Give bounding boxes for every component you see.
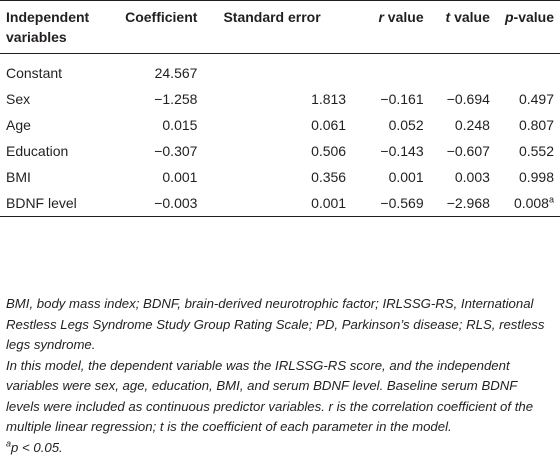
table-row: BDNF level −0.003 0.001 −0.569 −2.968 0.…	[0, 190, 560, 217]
cell-coefficient: 0.015	[117, 112, 197, 138]
table-footnotes: BMI, body mass index; BDNF, brain-derive…	[0, 292, 560, 458]
cell-standard-error	[197, 60, 346, 86]
table-row: BMI 0.001 0.356 0.001 0.003 0.998	[0, 164, 560, 190]
cell-p-value: 0.552	[490, 138, 560, 164]
header-var-line2: variables	[6, 29, 67, 45]
cell-standard-error: 0.506	[197, 138, 346, 164]
cell-standard-error: 0.356	[197, 164, 346, 190]
cell-variable: BMI	[0, 164, 117, 190]
cell-p-number: 0.552	[519, 143, 554, 159]
cell-r-value: −0.569	[346, 190, 424, 217]
cell-variable: Constant	[0, 60, 117, 86]
cell-p-value	[490, 60, 560, 86]
header-t-suffix: value	[450, 9, 490, 25]
footnote-sig-text: p < 0.05.	[11, 440, 63, 455]
header-independent-variables: Independent variables	[0, 1, 117, 54]
cell-standard-error: 1.813	[197, 86, 346, 112]
table-row: Sex −1.258 1.813 −0.161 −0.694 0.497	[0, 86, 560, 112]
cell-p-superscript: a	[549, 194, 554, 204]
cell-variable: BDNF level	[0, 190, 117, 217]
cell-coefficient: 24.567	[117, 60, 197, 86]
table-header: Independent variables Coefficient Standa…	[0, 1, 560, 54]
header-coefficient: Coefficient	[117, 1, 197, 54]
cell-standard-error: 0.061	[197, 112, 346, 138]
cell-p-number: 0.497	[519, 91, 554, 107]
cell-standard-error: 0.001	[197, 190, 346, 217]
cell-p-value: 0.497	[490, 86, 560, 112]
cell-r-value: 0.052	[346, 112, 424, 138]
cell-t-value: 0.003	[424, 164, 490, 190]
header-p-letter: p	[505, 9, 514, 25]
cell-p-number: 0.807	[519, 117, 554, 133]
table-row: Age 0.015 0.061 0.052 0.248 0.807	[0, 112, 560, 138]
header-var-line1: Independent	[6, 9, 89, 25]
footnote-significance: ap < 0.05.	[6, 438, 554, 458]
cell-r-value: −0.143	[346, 138, 424, 164]
header-r-suffix: value	[384, 9, 424, 25]
footnote-model-note: In this model, the dependent variable wa…	[6, 356, 554, 438]
cell-coefficient: −1.258	[117, 86, 197, 112]
cell-t-value: −2.968	[424, 190, 490, 217]
cell-variable: Sex	[0, 86, 117, 112]
table-row: Education −0.307 0.506 −0.143 −0.607 0.5…	[0, 138, 560, 164]
cell-p-value: 0.008a	[490, 190, 560, 217]
cell-p-number: 0.998	[519, 169, 554, 185]
cell-r-value: −0.161	[346, 86, 424, 112]
cell-coefficient: −0.003	[117, 190, 197, 217]
header-r-value: r value	[346, 1, 424, 54]
regression-table-container: Independent variables Coefficient Standa…	[0, 0, 560, 217]
cell-t-value: −0.694	[424, 86, 490, 112]
cell-t-value	[424, 60, 490, 86]
cell-p-number: 0.008	[514, 195, 549, 211]
cell-coefficient: −0.307	[117, 138, 197, 164]
table-body: Constant 24.567 Sex −1.258 1.813 −0.161 …	[0, 54, 560, 217]
cell-t-value: 0.248	[424, 112, 490, 138]
header-p-value: p-value	[490, 1, 560, 54]
cell-p-value: 0.807	[490, 112, 560, 138]
regression-table: Independent variables Coefficient Standa…	[0, 0, 560, 217]
cell-variable: Education	[0, 138, 117, 164]
cell-p-value: 0.998	[490, 164, 560, 190]
cell-variable: Age	[0, 112, 117, 138]
header-standard-error: Standard error	[197, 1, 346, 54]
header-t-value: t value	[424, 1, 490, 54]
cell-t-value: −0.607	[424, 138, 490, 164]
footnote-abbreviations: BMI, body mass index; BDNF, brain-derive…	[6, 294, 554, 356]
table-row: Constant 24.567	[0, 60, 560, 86]
cell-coefficient: 0.001	[117, 164, 197, 190]
header-p-suffix: -value	[514, 9, 554, 25]
cell-r-value	[346, 60, 424, 86]
cell-r-value: 0.001	[346, 164, 424, 190]
